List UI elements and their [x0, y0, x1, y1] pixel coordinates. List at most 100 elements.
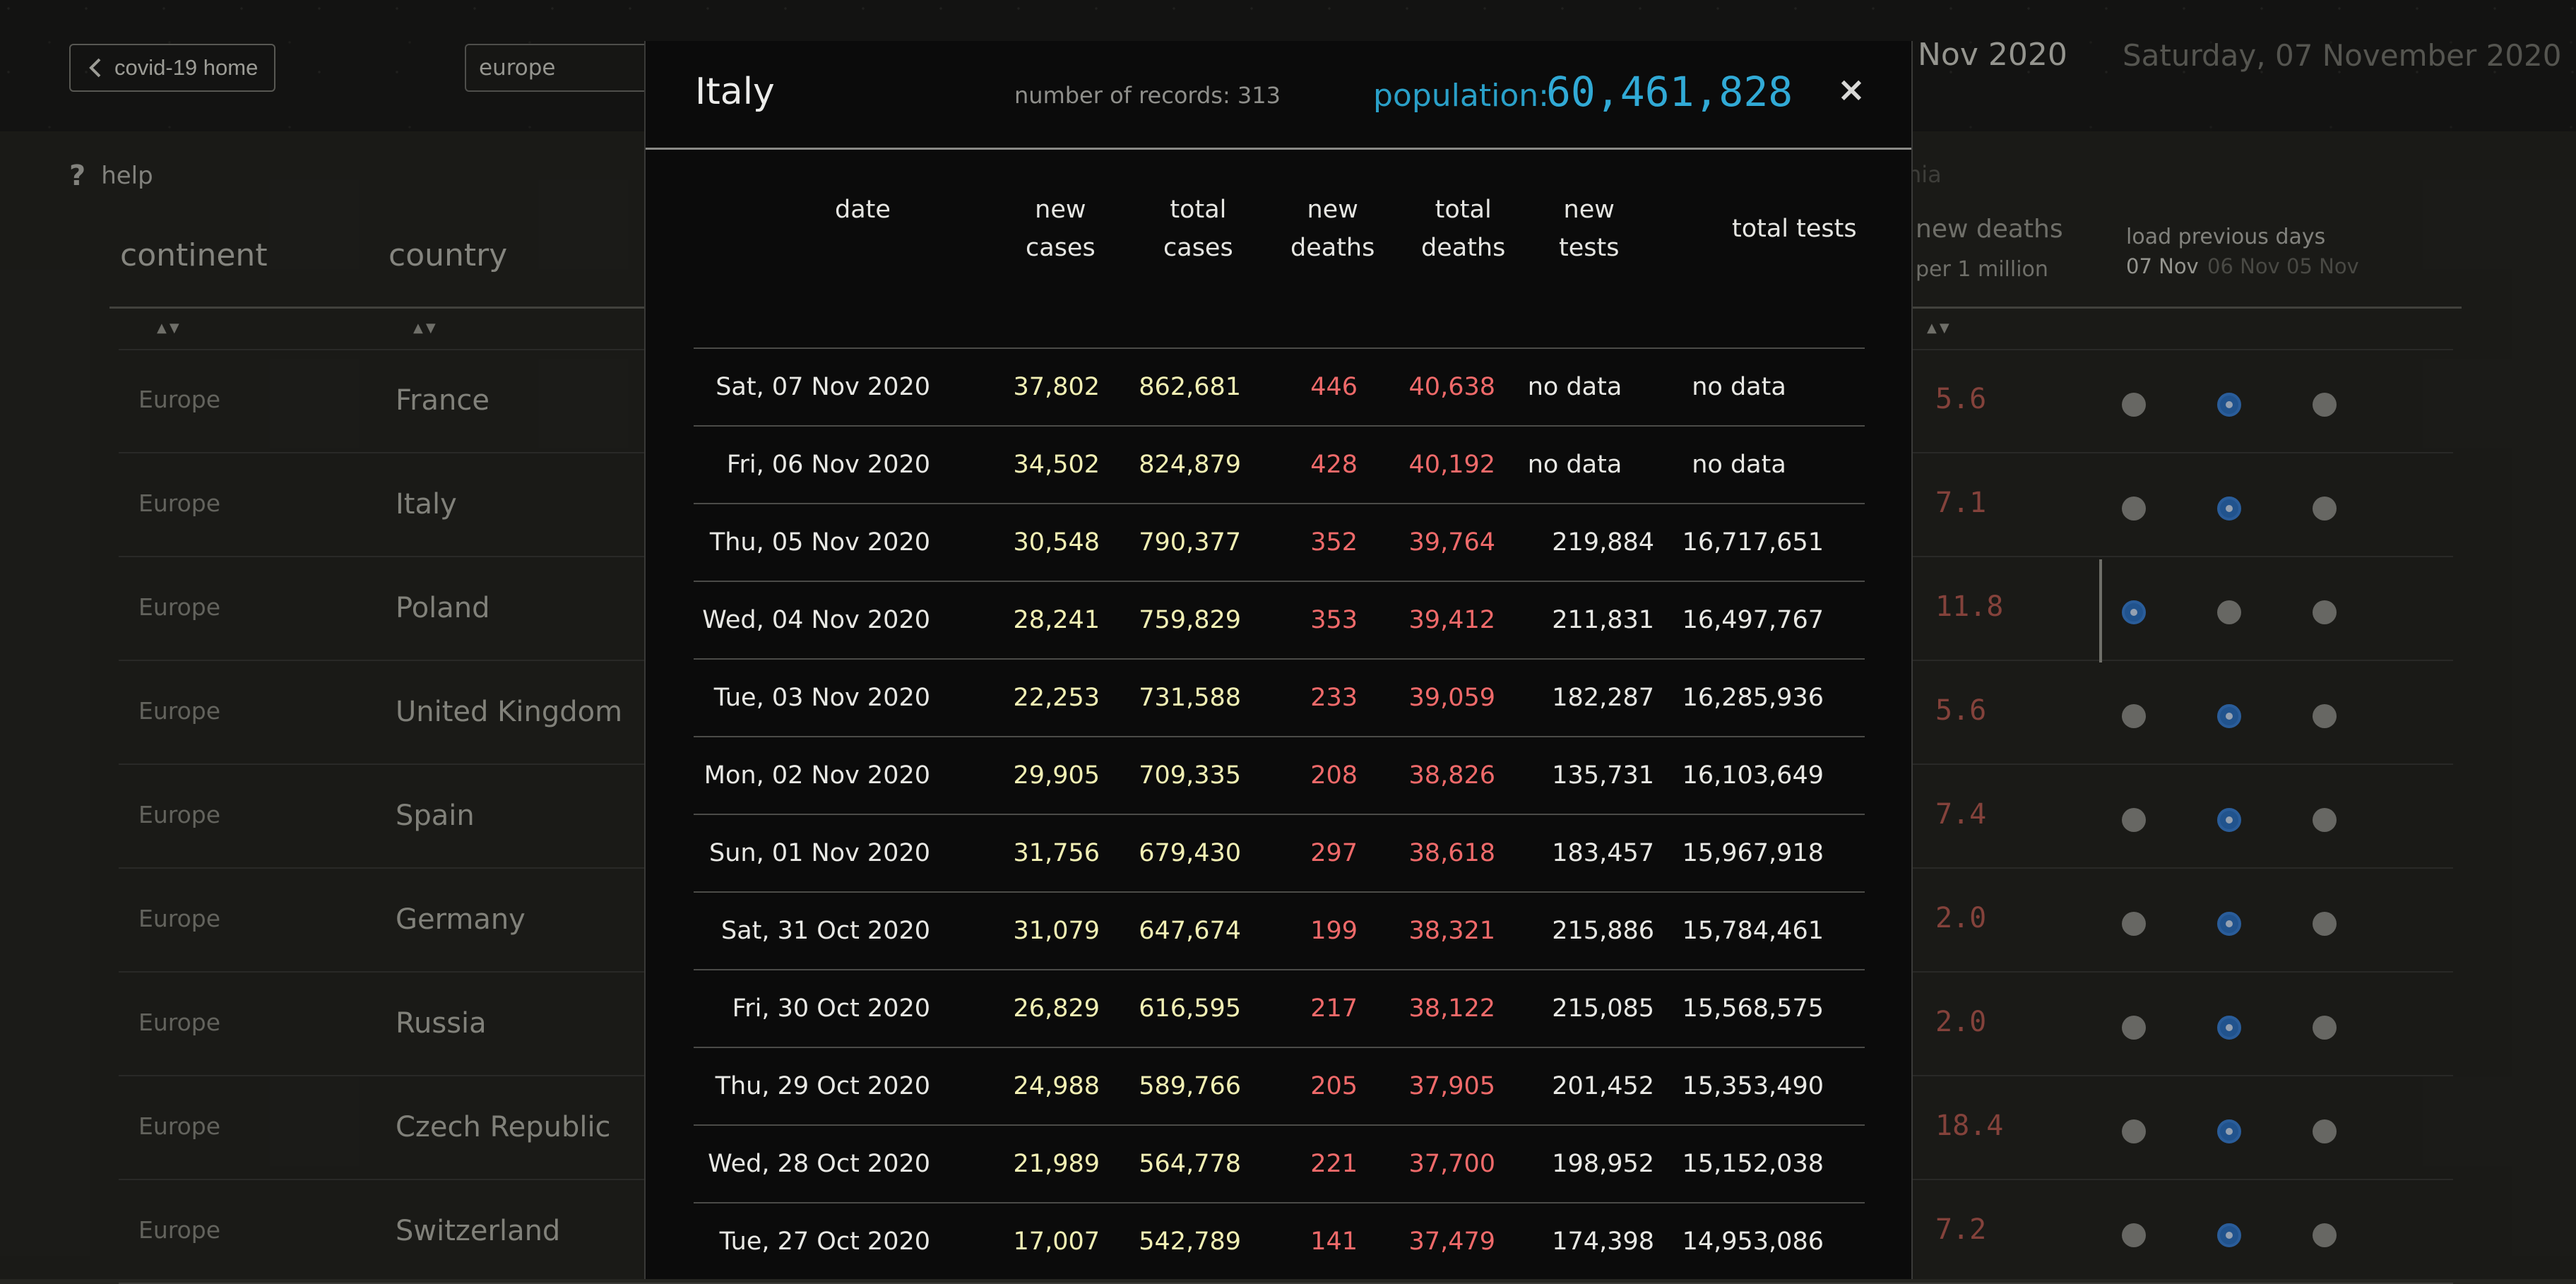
- row-country[interactable]: France: [396, 384, 490, 417]
- table-row: Thu, 29 Oct 2020 24,988 589,766 205 37,905 20…: [694, 1048, 1865, 1126]
- cell-total-tests: 15,353,490: [1682, 1072, 1824, 1100]
- cell-new-cases: 24,988: [1013, 1072, 1100, 1100]
- cell-date: Fri, 30 Oct 2020: [732, 994, 930, 1023]
- cell-new-tests: 174,398: [1552, 1227, 1654, 1256]
- cell-new-deaths: 208: [1310, 761, 1358, 790]
- table-row: Tue, 03 Nov 2020 22,253 731,588 233 39,059 18…: [694, 660, 1865, 737]
- cell-total-tests: 16,717,651: [1682, 528, 1824, 557]
- cell-total-cases: 542,789: [1139, 1227, 1241, 1256]
- day-radio-1[interactable]: [2217, 808, 2241, 832]
- table-row: Sat, 07 Nov 2020 37,802 862,681 446 40,638 no…: [694, 349, 1865, 427]
- table-row: Sun, 01 Nov 2020 31,756 679,430 297 38,618 18…: [694, 815, 1865, 893]
- country-header[interactable]: country: [388, 237, 508, 273]
- row-country[interactable]: Spain: [396, 799, 475, 832]
- col-new-cases-l2: cases: [1026, 234, 1096, 262]
- day-radio-0[interactable]: [2122, 1016, 2146, 1040]
- cell-total-deaths: 39,412: [1408, 606, 1495, 634]
- modal-header: Italy number of records: 313 population:…: [646, 41, 1911, 150]
- day-radio-1[interactable]: [2217, 600, 2241, 624]
- row-country[interactable]: Poland: [396, 592, 490, 624]
- row-country[interactable]: Russia: [396, 1007, 487, 1040]
- cell-date: Thu, 05 Nov 2020: [709, 528, 930, 557]
- day-radio-0[interactable]: [2122, 1119, 2146, 1143]
- col-total-deaths: total deaths: [1421, 191, 1505, 267]
- row-country[interactable]: Italy: [396, 488, 457, 521]
- table-row: Fri, 30 Oct 2020 26,829 616,595 217 38,122 21…: [694, 970, 1865, 1048]
- row-country[interactable]: Germany: [396, 903, 526, 936]
- table-row: Tue, 27 Oct 2020 17,007 542,789 141 37,479 17…: [694, 1203, 1865, 1279]
- day-radio-0[interactable]: [2122, 497, 2146, 521]
- cell-total-cases: 564,778: [1139, 1150, 1241, 1178]
- day-radio-0[interactable]: [2122, 393, 2146, 417]
- continent-sort-icon[interactable]: ▲▼: [157, 321, 182, 335]
- col-date: date: [835, 196, 891, 224]
- cell-date: Tue, 27 Oct 2020: [719, 1227, 930, 1256]
- cell-total-cases: 709,335: [1139, 761, 1241, 790]
- row-country[interactable]: Switzerland: [396, 1215, 561, 1247]
- day-radio-2[interactable]: [2313, 1223, 2337, 1247]
- selection-marker: [2099, 559, 2102, 662]
- row-continent: Europe: [138, 1216, 221, 1244]
- cell-new-deaths: 217: [1310, 994, 1358, 1023]
- day-radio-2[interactable]: [2313, 1119, 2337, 1143]
- row-continent: Europe: [138, 386, 221, 413]
- day-radio-1[interactable]: [2217, 1016, 2241, 1040]
- day-radio-0[interactable]: [2122, 600, 2146, 624]
- search-input[interactable]: [465, 44, 677, 92]
- row-deaths-per-million: 2.0: [1935, 902, 1987, 934]
- row-continent: Europe: [138, 1009, 221, 1036]
- day-radio-2[interactable]: [2313, 808, 2337, 832]
- day-radio-1[interactable]: [2217, 393, 2241, 417]
- day-radio-0[interactable]: [2122, 808, 2146, 832]
- col-total-cases-l1: total: [1170, 196, 1227, 224]
- continent-header[interactable]: continent: [120, 237, 268, 273]
- day-radio-1[interactable]: [2217, 704, 2241, 728]
- help-link[interactable]: ? help: [69, 160, 153, 192]
- new-deaths-header[interactable]: new deaths: [1916, 215, 2063, 244]
- day-radio-0[interactable]: [2122, 1223, 2146, 1247]
- day-radio-2[interactable]: [2313, 497, 2337, 521]
- cell-total-deaths: 37,905: [1408, 1072, 1495, 1100]
- day-option-2[interactable]: 05 Nov: [2286, 254, 2359, 278]
- cell-new-cases: 31,756: [1013, 839, 1100, 867]
- cell-date: Thu, 29 Oct 2020: [715, 1072, 930, 1100]
- cell-date: Tue, 03 Nov 2020: [713, 684, 930, 712]
- day-option-1[interactable]: 06 Nov: [2207, 254, 2280, 278]
- table-row: Thu, 05 Nov 2020 30,548 790,377 352 39,764 21…: [694, 504, 1865, 582]
- cell-new-tests: 219,884: [1552, 528, 1654, 557]
- country-sort-icon[interactable]: ▲▼: [413, 321, 439, 335]
- day-radio-2[interactable]: [2313, 704, 2337, 728]
- deaths-sort-icon[interactable]: ▲▼: [1927, 321, 1952, 335]
- day-radio-2[interactable]: [2313, 600, 2337, 624]
- population-label: population:: [1373, 78, 1549, 114]
- close-icon[interactable]: ×: [1834, 72, 1869, 107]
- row-deaths-per-million: 7.1: [1935, 487, 1987, 519]
- cell-total-deaths: 40,192: [1408, 451, 1495, 479]
- date-long: Saturday, 07 November 2020: [2123, 38, 2562, 73]
- row-country[interactable]: Czech Republic: [396, 1111, 611, 1143]
- row-deaths-per-million: 5.6: [1935, 383, 1987, 415]
- date-short: Nov 2020: [1918, 37, 2067, 73]
- day-radio-2[interactable]: [2313, 912, 2337, 936]
- day-radio-2[interactable]: [2313, 393, 2337, 417]
- cell-new-tests: 183,457: [1552, 839, 1654, 867]
- day-radio-0[interactable]: [2122, 704, 2146, 728]
- covid-home-button[interactable]: covid-19 home: [69, 44, 275, 92]
- question-icon: ?: [69, 160, 86, 192]
- day-radio-1[interactable]: [2217, 1119, 2241, 1143]
- col-new-deaths-l2: deaths: [1290, 234, 1375, 262]
- cell-date: Mon, 02 Nov 2020: [704, 761, 930, 790]
- day-option-0[interactable]: 07 Nov: [2126, 254, 2199, 278]
- day-radio-2[interactable]: [2313, 1016, 2337, 1040]
- row-deaths-per-million: 2.0: [1935, 1006, 1987, 1038]
- cell-new-cases: 30,548: [1013, 528, 1100, 557]
- row-country[interactable]: United Kingdom: [396, 696, 623, 728]
- day-radio-1[interactable]: [2217, 912, 2241, 936]
- day-radio-1[interactable]: [2217, 497, 2241, 521]
- cell-new-tests: 201,452: [1552, 1072, 1654, 1100]
- cell-new-deaths: 352: [1310, 528, 1358, 557]
- cell-total-cases: 616,595: [1139, 994, 1241, 1023]
- day-radio-1[interactable]: [2217, 1223, 2241, 1247]
- day-radio-0[interactable]: [2122, 912, 2146, 936]
- table-row: Wed, 28 Oct 2020 21,989 564,778 221 37,700 19…: [694, 1126, 1865, 1203]
